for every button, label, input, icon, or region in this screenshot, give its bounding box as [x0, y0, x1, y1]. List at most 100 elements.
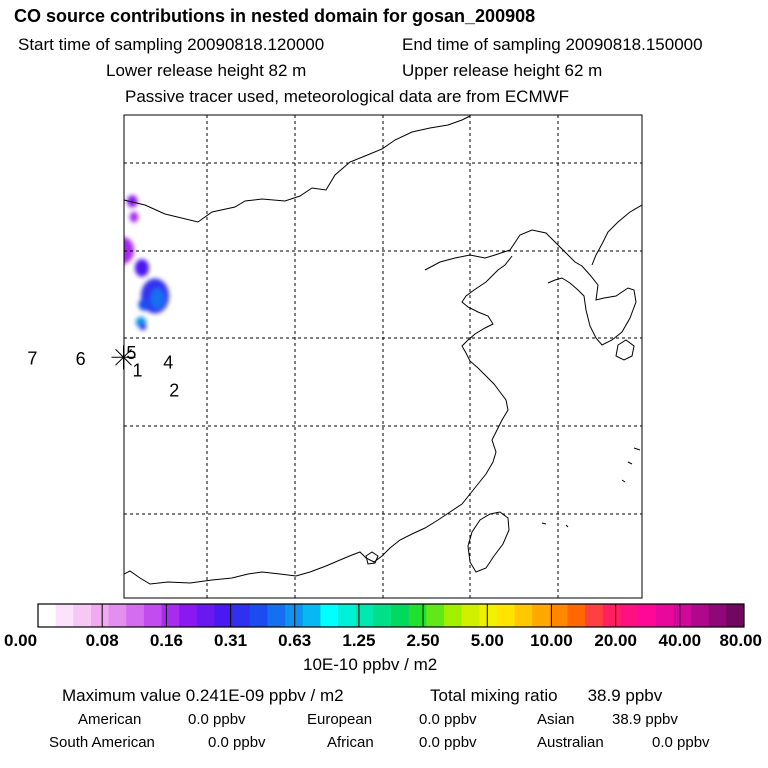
colorbar-cell [126, 604, 145, 627]
map-plot: 111098765142 [27, 114, 643, 599]
colorbar-cell [443, 604, 462, 627]
colorbar-cell [391, 604, 410, 627]
coastline-north-border [124, 115, 471, 223]
colorbar-tick-label: 40.00 [659, 631, 702, 650]
colorbar-cell [638, 604, 657, 627]
source-value-african: 0.0 ppbv [419, 734, 477, 751]
colorbar-tick-label: 2.50 [407, 631, 440, 650]
start-time-label: Start time of sampling 20090818.120000 [18, 35, 325, 54]
region-label-4: 4 [163, 353, 173, 373]
coastline-main [124, 229, 637, 585]
plume-patch [127, 195, 138, 208]
colorbar-cell [320, 604, 339, 627]
colorbar-cell [214, 604, 233, 627]
source-name-australian: Australian [537, 734, 604, 751]
region-label-7: 7 [27, 348, 37, 368]
colorbar-tick-label: 0.00 [4, 631, 37, 650]
colorbar-cell [161, 604, 180, 627]
colorbar-cell [673, 604, 692, 627]
colorbar-tick-label: 20.00 [594, 631, 637, 650]
plume-patch [138, 298, 151, 311]
colorbar-cell [567, 604, 586, 627]
source-name-european: European [307, 711, 373, 728]
coastline-islands [541, 447, 641, 528]
colorbar-cell [179, 604, 198, 627]
end-time-label: End time of sampling 20090818.150000 [402, 35, 703, 54]
source-value-asian: 38.9 ppbv [612, 711, 678, 728]
colorbar-tick-label: 0.31 [214, 631, 247, 650]
max-value-label: Maximum value 0.241E-09 ppbv / m2 [62, 686, 344, 705]
colorbar-tick-label: 10.00 [530, 631, 573, 650]
colorbar-cell [355, 604, 374, 627]
coastline-korea-japan [591, 204, 642, 266]
colorbar-cell [620, 604, 639, 627]
source-name-african: African [327, 734, 374, 751]
colorbar-cell [285, 604, 304, 627]
colorbar-cell [373, 604, 392, 627]
plume-patch [134, 259, 149, 277]
colorbar-cell [496, 604, 515, 627]
source-name-south-american: South American [49, 734, 155, 751]
colorbar-cell [143, 604, 162, 627]
plume-patch [150, 288, 165, 310]
colorbar-cell [73, 604, 92, 627]
plume-patch [129, 211, 139, 223]
tracer-note: Passive tracer used, meteorological data… [125, 87, 570, 106]
colorbar-cell [249, 604, 268, 627]
colorbar-tick-label: 1.25 [342, 631, 375, 650]
colorbar-cell [691, 604, 710, 627]
colorbar-cell [602, 604, 621, 627]
plume-layer [124, 195, 169, 331]
source-value-south-american: 0.0 ppbv [208, 734, 266, 751]
colorbar-cell [426, 604, 445, 627]
colorbar-cell [267, 604, 286, 627]
colorbar-cell [90, 604, 109, 627]
source-name-asian: Asian [537, 711, 575, 728]
coastline-kyushu [615, 339, 635, 361]
colorbar-ticks: 0.00 0.08 0.16 0.31 0.63 1.25 2.50 5.00 10.00 20.… [4, 604, 762, 650]
total-label: Total mixing ratio [430, 686, 558, 705]
region-label-6: 6 [76, 349, 86, 369]
colorbar-cell [196, 604, 215, 627]
region-label-2: 2 [169, 381, 179, 401]
plume-patch [139, 323, 147, 331]
colorbar-cell [479, 604, 498, 627]
colorbar-frame [37, 603, 745, 628]
colorbar-cell [549, 604, 568, 627]
lower-release-label: Lower release height 82 m [106, 61, 307, 80]
plume-patch [124, 237, 134, 264]
colorbar-unit-label: 10E-10 ppbv / m2 [303, 655, 438, 674]
colorbar-cell [655, 604, 674, 627]
total-mixing-ratio: Total mixing ratio 38.9 ppbv [430, 686, 662, 706]
coastline-hainan [365, 551, 379, 565]
region-label-1: 1 [132, 361, 142, 381]
colorbar-cell [38, 604, 57, 627]
colorbar-cell [302, 604, 321, 627]
colorbar-cell [461, 604, 480, 627]
plot-frame [123, 114, 643, 599]
colorbar-cell [708, 604, 727, 627]
colorbar-tick-label: 0.63 [278, 631, 311, 650]
colorbar-cell [408, 604, 427, 627]
colorbar-cell [232, 604, 251, 627]
colorbar-cell [532, 604, 551, 627]
colorbar-tick-label: 80.00 [719, 631, 762, 650]
source-value-european: 0.0 ppbv [419, 711, 477, 728]
upper-release-label: Upper release height 62 m [402, 61, 603, 80]
colorbar-cell [726, 604, 745, 627]
region-label-5: 5 [126, 343, 136, 363]
chart-title: CO source contributions in nested domain… [14, 6, 536, 26]
colorbar-cells [38, 604, 745, 627]
source-name-american: American [78, 711, 142, 728]
coastline-taiwan [467, 511, 510, 573]
coastlines [124, 115, 642, 585]
graticule [124, 115, 642, 598]
colorbar-cell [585, 604, 604, 627]
colorbar-cell [55, 604, 74, 627]
source-value-australian: 0.0 ppbv [652, 734, 710, 751]
colorbar: 0.00 0.08 0.16 0.31 0.63 1.25 2.50 5.00 10.00 20.… [4, 603, 762, 650]
colorbar-tick-label: 0.16 [150, 631, 183, 650]
colorbar-cell [108, 604, 127, 627]
total-value: 38.9 ppbv [587, 686, 663, 705]
colorbar-tick-label: 0.08 [86, 631, 119, 650]
